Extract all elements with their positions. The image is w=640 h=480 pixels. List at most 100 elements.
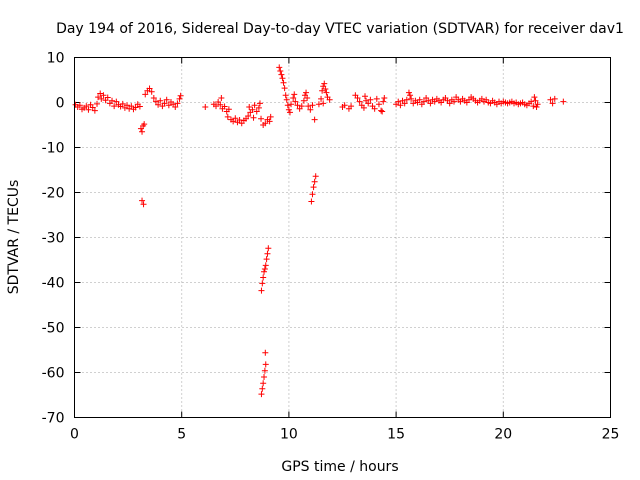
data-point	[326, 96, 333, 103]
data-point	[142, 91, 149, 98]
data-point	[94, 100, 101, 107]
data-point	[262, 120, 269, 127]
data-point	[360, 104, 367, 111]
data-point	[298, 103, 305, 110]
data-point	[450, 98, 457, 105]
data-point	[532, 97, 539, 104]
data-point	[155, 101, 162, 108]
data-point	[320, 100, 327, 107]
data-point	[381, 95, 388, 101]
data-point	[262, 361, 269, 368]
data-point	[354, 95, 361, 101]
data-point	[152, 98, 159, 105]
data-point	[157, 97, 164, 104]
data-point	[163, 96, 170, 103]
data-point	[172, 104, 179, 110]
data-point	[420, 98, 427, 105]
data-point	[416, 96, 423, 103]
data-point	[446, 100, 453, 107]
data-point	[373, 95, 380, 102]
data-point	[250, 114, 257, 121]
data-point	[311, 178, 318, 185]
data-point	[100, 92, 107, 99]
data-point	[284, 102, 291, 109]
data-point	[378, 107, 385, 114]
data-point	[89, 104, 96, 111]
data-point	[202, 104, 209, 110]
y-tick-label: 10	[47, 51, 65, 67]
data-point	[283, 96, 290, 103]
data-point	[280, 79, 287, 86]
data-point	[258, 115, 265, 122]
data-points	[72, 64, 567, 398]
data-point	[319, 87, 326, 94]
data-point	[83, 103, 90, 110]
data-point	[249, 106, 256, 113]
data-point	[286, 109, 293, 116]
data-point	[315, 101, 322, 108]
chart-title: Day 194 of 2016, Sidereal Day-to-day VTE…	[56, 21, 624, 37]
data-point	[304, 95, 311, 101]
data-point	[305, 103, 312, 110]
data-point	[119, 100, 126, 107]
y-tick-label: -20	[42, 186, 65, 202]
data-point	[261, 266, 268, 272]
data-point	[321, 80, 328, 87]
data-point	[294, 102, 301, 109]
data-point	[309, 102, 316, 109]
data-point	[281, 85, 288, 92]
data-point	[139, 128, 146, 135]
data-point	[300, 97, 307, 104]
y-tick-label: -40	[42, 276, 65, 292]
data-point	[362, 93, 369, 100]
data-point	[307, 106, 314, 113]
data-point	[285, 106, 292, 113]
y-tick-label: -60	[42, 366, 65, 382]
data-point	[146, 85, 153, 92]
x-tick-label: 15	[387, 427, 405, 443]
data-point	[323, 89, 330, 96]
data-point	[76, 102, 83, 109]
y-tick-label: -30	[42, 231, 65, 247]
data-point	[266, 118, 273, 125]
x-axis-label: GPS time / hours	[281, 459, 398, 475]
data-point	[371, 105, 378, 112]
data-point	[104, 94, 111, 101]
data-point	[397, 102, 404, 109]
data-point	[140, 201, 147, 208]
data-point	[530, 103, 537, 110]
y-axis-label: SDTVAR / TECUs	[6, 180, 22, 295]
data-point	[259, 385, 266, 392]
data-point	[282, 92, 289, 99]
data-point	[547, 96, 554, 103]
data-point	[356, 98, 363, 105]
data-point	[255, 104, 262, 111]
data-point	[365, 100, 372, 107]
data-point	[232, 115, 239, 122]
data-point	[253, 108, 260, 115]
data-point	[111, 103, 118, 110]
data-point	[427, 100, 434, 107]
y-tick-label: -70	[42, 411, 65, 427]
data-point	[291, 91, 298, 98]
plot-frame	[74, 57, 611, 418]
data-point	[276, 64, 283, 71]
data-point	[245, 113, 252, 119]
data-point	[312, 173, 319, 180]
data-point	[267, 113, 274, 120]
data-point	[98, 95, 105, 102]
data-point	[124, 102, 131, 109]
data-point	[260, 274, 267, 281]
data-point	[225, 106, 232, 113]
data-point	[218, 95, 225, 101]
y-tick-label: -50	[42, 321, 65, 337]
data-point	[264, 250, 271, 257]
data-point	[403, 96, 410, 103]
data-point	[279, 75, 286, 82]
data-point	[128, 103, 135, 110]
data-point	[148, 88, 155, 95]
data-point	[224, 113, 231, 120]
data-point	[139, 197, 146, 204]
data-point	[367, 96, 374, 103]
